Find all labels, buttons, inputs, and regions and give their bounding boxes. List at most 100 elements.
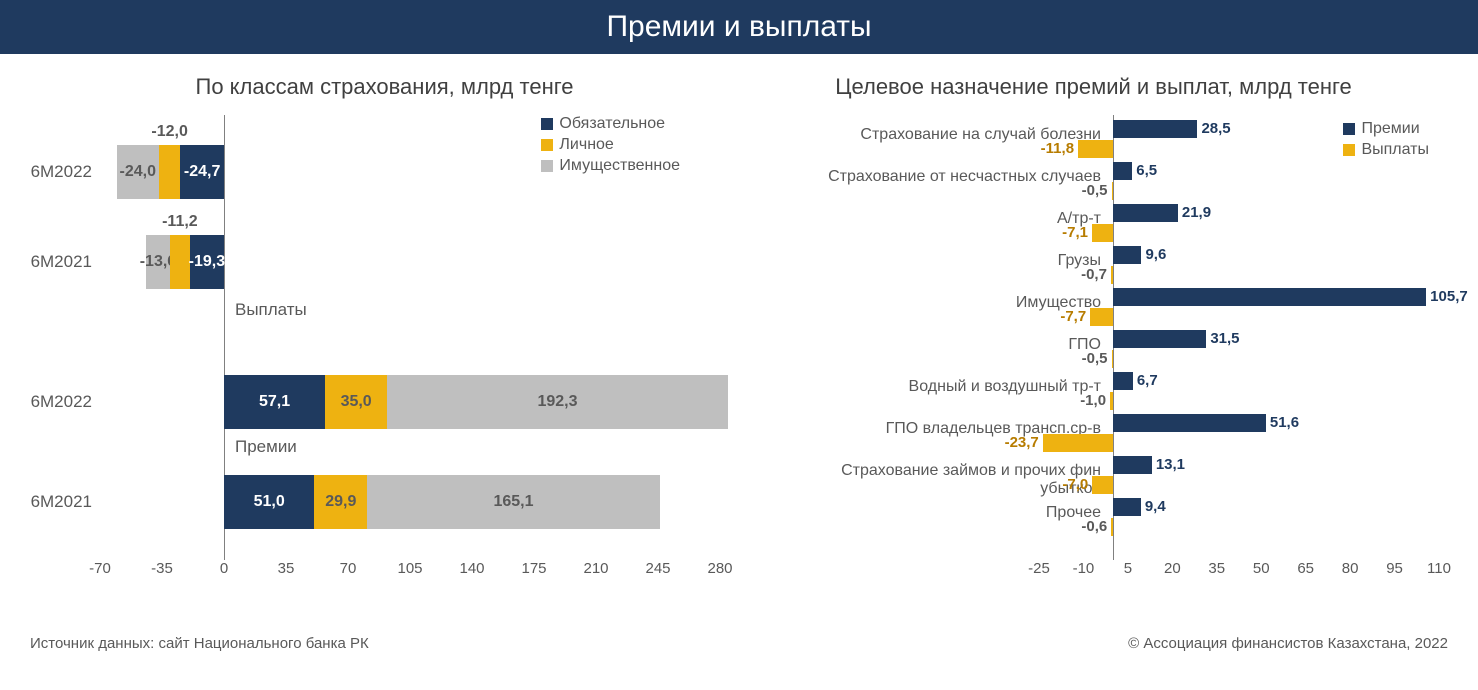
chart-row: Страхование займов и прочих фин убытков1… bbox=[1039, 456, 1439, 498]
chart-row: 6М2022-12,0-24,7-24,0 bbox=[100, 145, 720, 199]
left-chart-panel: По классам страхования, млрд тенге Обяза… bbox=[30, 74, 739, 625]
chart-row: А/тр-т21,9-7,1 bbox=[1039, 204, 1439, 246]
bar-segment: -24,7 bbox=[180, 145, 224, 199]
payout-bar: -7,1 bbox=[1092, 224, 1113, 242]
premium-bar: 13,1 bbox=[1113, 456, 1152, 474]
row-category-label: 6М2022 bbox=[30, 162, 92, 182]
bar-segment: 35,0 bbox=[325, 375, 387, 429]
payout-bar: -23,7 bbox=[1043, 434, 1113, 452]
page-header: Премии и выплаты bbox=[0, 0, 1478, 54]
bar-segment: 192,3 bbox=[387, 375, 728, 429]
chart-row: ГПО31,5-0,5 bbox=[1039, 330, 1439, 372]
bar-segment-label: -11,2 bbox=[162, 213, 198, 231]
premium-value: 6,7 bbox=[1133, 372, 1158, 389]
stacked-bar: -19,3 -13,6 bbox=[146, 235, 224, 289]
row-category-label: Водный и воздушный тр-т bbox=[821, 378, 1101, 396]
premium-bar: 28,5 bbox=[1113, 120, 1197, 138]
payout-value: -0,6 bbox=[1081, 518, 1111, 535]
legend-swatch bbox=[541, 118, 553, 130]
x-tick: 245 bbox=[645, 560, 670, 577]
payout-value: -7,1 bbox=[1062, 224, 1092, 241]
premium-bar: 9,6 bbox=[1113, 246, 1141, 264]
bar-segment: 57,1 bbox=[224, 375, 325, 429]
x-tick: 175 bbox=[521, 560, 546, 577]
x-tick: 50 bbox=[1253, 560, 1270, 577]
bar-segment bbox=[159, 145, 180, 199]
row-category-label: ГПО bbox=[821, 336, 1101, 354]
chart-row: 6М202257,135,0192,3 bbox=[100, 375, 720, 429]
chart-row: ГПО владельцев трансп.ср-в51,6-23,7 bbox=[1039, 414, 1439, 456]
premium-bar: 51,6 bbox=[1113, 414, 1266, 432]
left-chart: ОбязательноеЛичноеИмущественное -70-3503… bbox=[30, 115, 739, 625]
x-tick: 280 bbox=[707, 560, 732, 577]
right-x-ticks: -25-105203550658095110 bbox=[1039, 560, 1439, 585]
left-plot-area: ОбязательноеЛичноеИмущественное -70-3503… bbox=[100, 115, 720, 585]
right-chart: ПремииВыплаты -25-105203550658095110 Стр… bbox=[739, 115, 1448, 625]
left-x-ticks: -70-3503570105140175210245280 bbox=[100, 560, 720, 585]
chart-row: Страхование на случай болезни28,5-11,8 bbox=[1039, 120, 1439, 162]
section-label: Премии bbox=[235, 437, 297, 457]
payout-value: -23,7 bbox=[1005, 434, 1043, 451]
premium-value: 21,9 bbox=[1178, 204, 1211, 221]
premium-value: 28,5 bbox=[1197, 120, 1230, 137]
row-category-label: Прочее bbox=[821, 504, 1101, 522]
bar-segment: 165,1 bbox=[367, 475, 659, 529]
x-tick: 210 bbox=[583, 560, 608, 577]
stacked-bar: -24,7 -24,0 bbox=[117, 145, 225, 199]
x-tick: -70 bbox=[89, 560, 111, 577]
premium-bar: 6,5 bbox=[1113, 162, 1132, 180]
stacked-bar: 51,029,9165,1 bbox=[224, 475, 660, 529]
payout-bar: -0,5 bbox=[1112, 350, 1113, 368]
right-chart-title: Целевое назначение премий и выплат, млрд… bbox=[739, 74, 1448, 100]
x-tick: -25 bbox=[1028, 560, 1050, 577]
payout-bar: -1,0 bbox=[1110, 392, 1113, 410]
stacked-bar: 57,135,0192,3 bbox=[224, 375, 728, 429]
payout-bar: -0,5 bbox=[1112, 182, 1113, 200]
payout-value: -7,0 bbox=[1062, 476, 1092, 493]
bar-segment bbox=[170, 235, 190, 289]
bar-segment-label: -12,0 bbox=[151, 123, 187, 141]
x-tick: 5 bbox=[1124, 560, 1132, 577]
row-category-label: Грузы bbox=[821, 252, 1101, 270]
premium-value: 51,6 bbox=[1266, 414, 1299, 431]
payout-value: -11,8 bbox=[1041, 140, 1078, 157]
page-footer: Источник данных: сайт Национального банк… bbox=[0, 635, 1478, 662]
legend-item: Обязательное bbox=[541, 115, 680, 133]
charts-container: По классам страхования, млрд тенге Обяза… bbox=[0, 54, 1478, 635]
x-tick: 110 bbox=[1427, 560, 1451, 577]
premium-value: 6,5 bbox=[1132, 162, 1157, 179]
section-label: Выплаты bbox=[235, 300, 307, 320]
payout-value: -1,0 bbox=[1080, 392, 1110, 409]
x-tick: -35 bbox=[151, 560, 173, 577]
bar-segment: -24,0 bbox=[117, 145, 160, 199]
left-chart-title: По классам страхования, млрд тенге bbox=[30, 74, 739, 100]
payout-bar: -0,7 bbox=[1111, 266, 1113, 284]
row-category-label: Имущество bbox=[821, 294, 1101, 312]
chart-row: Страхование от несчастных случаев6,5-0,5 bbox=[1039, 162, 1439, 204]
x-tick: -10 bbox=[1073, 560, 1095, 577]
premium-value: 9,4 bbox=[1141, 498, 1166, 515]
x-tick: 140 bbox=[459, 560, 484, 577]
payout-value: -0,5 bbox=[1082, 182, 1112, 199]
chart-row: Грузы9,6-0,7 bbox=[1039, 246, 1439, 288]
x-tick: 0 bbox=[220, 560, 228, 577]
bar-segment: -19,3 bbox=[190, 235, 224, 289]
premium-bar: 21,9 bbox=[1113, 204, 1178, 222]
payout-bar: -7,7 bbox=[1090, 308, 1113, 326]
bar-segment: -13,6 bbox=[146, 235, 170, 289]
premium-bar: 9,4 bbox=[1113, 498, 1141, 516]
x-tick: 95 bbox=[1386, 560, 1403, 577]
payout-bar: -11,8 bbox=[1078, 140, 1113, 158]
row-category-label: Страхование от несчастных случаев bbox=[821, 168, 1101, 186]
row-category-label: 6М2021 bbox=[30, 492, 92, 512]
payout-value: -7,7 bbox=[1060, 308, 1090, 325]
x-tick: 80 bbox=[1342, 560, 1359, 577]
x-tick: 20 bbox=[1164, 560, 1181, 577]
payout-bar: -7,0 bbox=[1092, 476, 1113, 494]
x-tick: 65 bbox=[1297, 560, 1314, 577]
premium-value: 31,5 bbox=[1206, 330, 1239, 347]
chart-row: 6М202151,029,9165,1 bbox=[100, 475, 720, 529]
row-category-label: Страхование займов и прочих фин убытков bbox=[821, 462, 1101, 498]
premium-bar: 105,7 bbox=[1113, 288, 1426, 306]
payout-bar: -0,6 bbox=[1111, 518, 1113, 536]
